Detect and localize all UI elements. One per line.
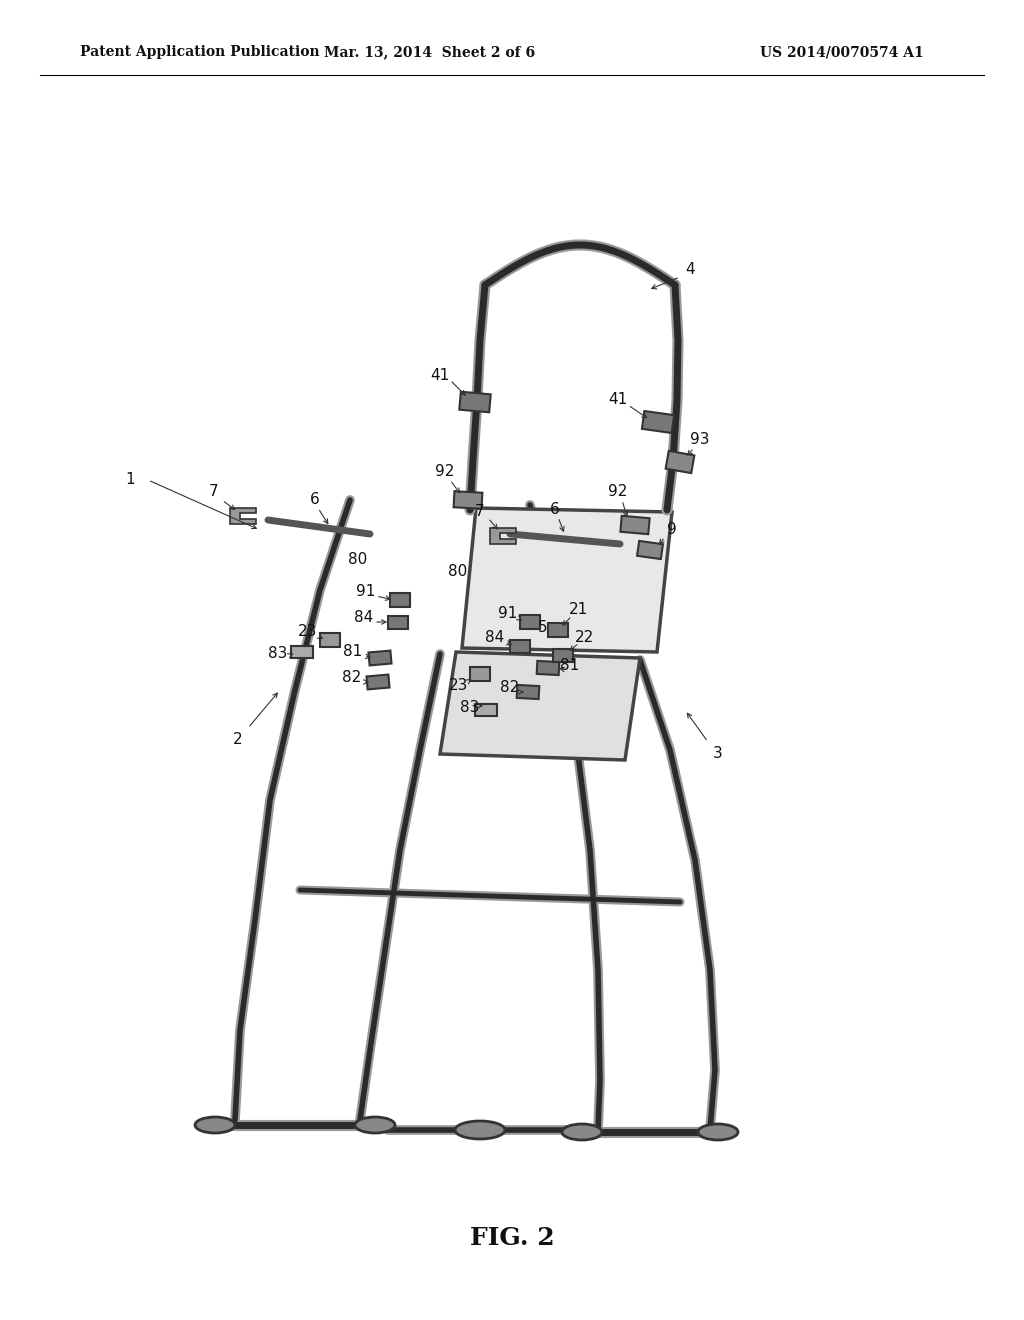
Polygon shape: [537, 661, 559, 675]
Polygon shape: [490, 528, 516, 544]
Text: 6: 6: [310, 492, 319, 507]
Polygon shape: [475, 704, 497, 715]
Text: 2: 2: [233, 733, 243, 747]
Text: 84: 84: [354, 610, 374, 626]
Text: 5: 5: [539, 620, 548, 635]
Text: 91: 91: [356, 585, 376, 599]
Polygon shape: [666, 451, 694, 473]
Text: 23: 23: [298, 624, 317, 639]
Text: 23: 23: [450, 677, 469, 693]
Text: 84: 84: [485, 631, 505, 645]
Polygon shape: [553, 648, 573, 661]
Text: 3: 3: [713, 747, 723, 762]
Polygon shape: [388, 615, 408, 628]
Ellipse shape: [698, 1125, 738, 1140]
Text: 7: 7: [475, 504, 484, 520]
Text: FIG. 2: FIG. 2: [470, 1226, 554, 1250]
Polygon shape: [637, 541, 663, 560]
Text: 7: 7: [209, 484, 219, 499]
Polygon shape: [367, 675, 389, 689]
Polygon shape: [440, 652, 640, 760]
Text: 9: 9: [667, 523, 677, 537]
Polygon shape: [470, 667, 490, 681]
Ellipse shape: [562, 1125, 602, 1140]
Text: 92: 92: [608, 484, 628, 499]
Polygon shape: [520, 615, 540, 630]
Polygon shape: [517, 685, 540, 700]
Polygon shape: [548, 623, 568, 638]
Text: 82: 82: [501, 681, 519, 696]
Text: 41: 41: [608, 392, 628, 408]
Polygon shape: [369, 651, 391, 665]
Ellipse shape: [455, 1121, 505, 1139]
Text: 92: 92: [435, 465, 455, 479]
Text: 1: 1: [125, 473, 135, 487]
Ellipse shape: [355, 1117, 395, 1133]
Polygon shape: [230, 508, 256, 524]
Text: 22: 22: [575, 631, 595, 645]
Text: 83: 83: [268, 647, 288, 661]
Text: 4: 4: [685, 263, 695, 277]
Polygon shape: [642, 411, 674, 433]
Polygon shape: [291, 645, 313, 657]
Text: 83: 83: [461, 701, 479, 715]
Text: Mar. 13, 2014  Sheet 2 of 6: Mar. 13, 2014 Sheet 2 of 6: [325, 45, 536, 59]
Text: 91: 91: [499, 606, 518, 622]
Ellipse shape: [195, 1117, 234, 1133]
Text: 21: 21: [568, 602, 588, 618]
Text: 81: 81: [343, 644, 362, 660]
Polygon shape: [460, 392, 490, 412]
Polygon shape: [319, 634, 340, 647]
Polygon shape: [454, 491, 482, 508]
Polygon shape: [510, 639, 530, 652]
Polygon shape: [621, 516, 649, 535]
Text: 6: 6: [550, 503, 560, 517]
Text: 81: 81: [560, 657, 580, 672]
Polygon shape: [462, 508, 672, 652]
Polygon shape: [390, 593, 410, 607]
Text: 41: 41: [430, 367, 450, 383]
Text: US 2014/0070574 A1: US 2014/0070574 A1: [760, 45, 924, 59]
Text: 93: 93: [690, 433, 710, 447]
Text: 82: 82: [342, 671, 361, 685]
Text: Patent Application Publication: Patent Application Publication: [80, 45, 319, 59]
Text: 80: 80: [348, 553, 368, 568]
Text: 80: 80: [449, 565, 468, 579]
